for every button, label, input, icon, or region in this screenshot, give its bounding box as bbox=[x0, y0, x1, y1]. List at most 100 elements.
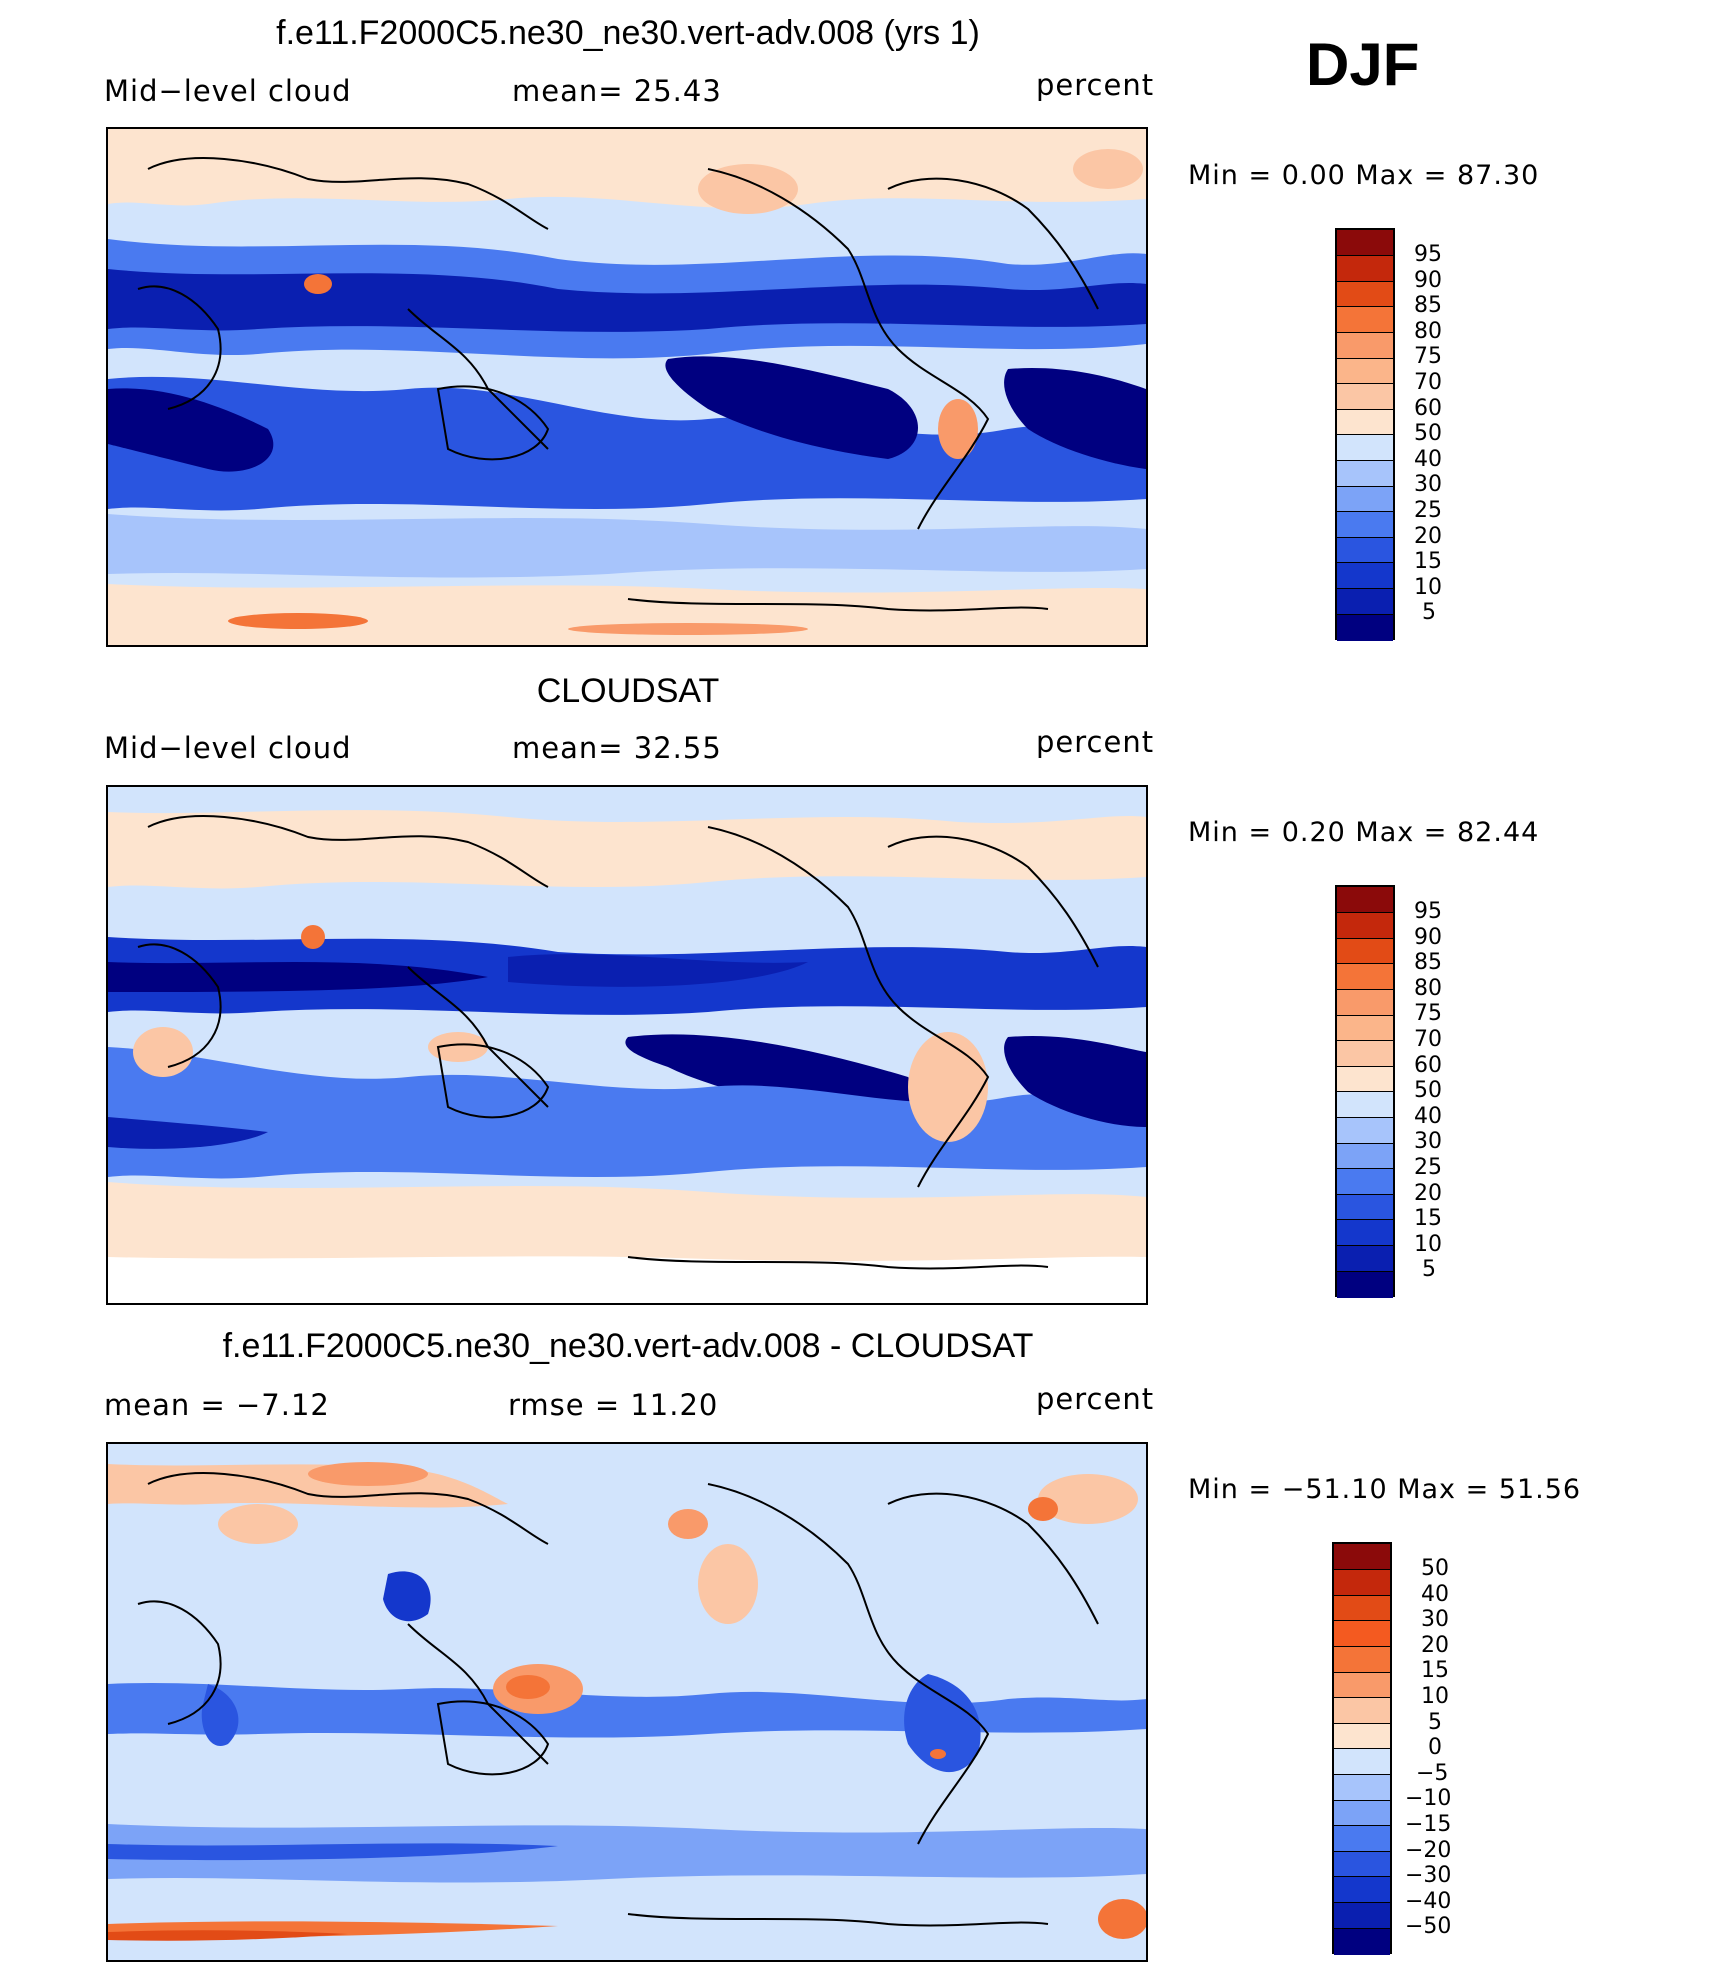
colorbar-1-swatch bbox=[1337, 358, 1393, 385]
colorbar-3-swatch bbox=[1334, 1595, 1390, 1622]
colorbar-1-tick: 25 bbox=[1414, 498, 1442, 523]
colorbar-1-tick: 10 bbox=[1414, 575, 1442, 600]
panel-2-colorbar bbox=[1335, 885, 1395, 1298]
colorbar-3-swatch bbox=[1334, 1826, 1390, 1852]
panel-3-right-label: percent bbox=[1036, 1382, 1155, 1416]
colorbar-2-tick: 95 bbox=[1414, 899, 1442, 924]
colorbar-1-swatch bbox=[1337, 281, 1393, 308]
colorbar-2-tick: 40 bbox=[1414, 1104, 1442, 1129]
colorbar-1-swatch bbox=[1337, 588, 1393, 615]
colorbar-1-swatch bbox=[1337, 537, 1393, 564]
panel-3-colorbar bbox=[1332, 1542, 1392, 1955]
colorbar-2-swatch bbox=[1337, 989, 1393, 1016]
panel-1-title: f.e11.F2000C5.ne30_ne30.vert-adv.008 (yr… bbox=[276, 14, 980, 52]
colorbar-2-tick: 15 bbox=[1414, 1206, 1442, 1231]
colorbar-3-swatch bbox=[1334, 1902, 1390, 1929]
panel-2-center-label: mean= 32.55 bbox=[512, 731, 722, 765]
colorbar-3-tick: −5 bbox=[1416, 1761, 1449, 1786]
colorbar-1-tick: 30 bbox=[1414, 472, 1442, 497]
colorbar-2-swatch bbox=[1337, 1041, 1393, 1067]
colorbar-2-swatch bbox=[1337, 1066, 1393, 1093]
colorbar-3-swatch bbox=[1334, 1749, 1390, 1775]
colorbar-2-swatch bbox=[1337, 1092, 1393, 1118]
colorbar-3-swatch bbox=[1334, 1928, 1390, 1955]
colorbar-2-swatch bbox=[1337, 887, 1393, 914]
colorbar-1-tick: 20 bbox=[1414, 524, 1442, 549]
colorbar-3-swatch bbox=[1334, 1570, 1390, 1596]
colorbar-2-tick: 50 bbox=[1414, 1078, 1442, 1103]
colorbar-3-swatch bbox=[1334, 1723, 1390, 1750]
colorbar-2-swatch bbox=[1337, 938, 1393, 965]
colorbar-1-tick: 75 bbox=[1414, 344, 1442, 369]
panel-3-center-label: rmse = 11.20 bbox=[508, 1388, 719, 1422]
panel-3-map bbox=[106, 1442, 1148, 1962]
panel-3-left-label: mean = −7.12 bbox=[104, 1388, 330, 1422]
colorbar-2-tick: 80 bbox=[1414, 976, 1442, 1001]
colorbar-1-swatch bbox=[1337, 460, 1393, 487]
colorbar-1-swatch bbox=[1337, 409, 1393, 436]
colorbar-1-tick: 60 bbox=[1414, 396, 1442, 421]
panel-1-left-label: Mid−level cloud bbox=[104, 74, 352, 108]
colorbar-2-swatch bbox=[1337, 1143, 1393, 1170]
colorbar-3-swatch bbox=[1334, 1800, 1390, 1827]
colorbar-3-swatch bbox=[1334, 1698, 1390, 1724]
colorbar-3-tick: −20 bbox=[1405, 1838, 1452, 1863]
colorbar-2-swatch bbox=[1337, 964, 1393, 990]
colorbar-3-tick: 0 bbox=[1428, 1735, 1442, 1760]
colorbar-3-tick: −50 bbox=[1405, 1914, 1452, 1939]
colorbar-1-tick: 90 bbox=[1414, 268, 1442, 293]
panel-2-map bbox=[106, 785, 1148, 1305]
colorbar-3-tick: 50 bbox=[1421, 1556, 1449, 1581]
colorbar-2-tick: 90 bbox=[1414, 925, 1442, 950]
panel-2-title: CLOUDSAT bbox=[536, 672, 720, 710]
panel-1-center-label: mean= 25.43 bbox=[512, 74, 722, 108]
colorbar-1-tick: 80 bbox=[1414, 319, 1442, 344]
colorbar-2-tick: 30 bbox=[1414, 1129, 1442, 1154]
colorbar-2-tick: 25 bbox=[1414, 1155, 1442, 1180]
colorbar-3-tick: 40 bbox=[1421, 1582, 1449, 1607]
colorbar-3-tick: 5 bbox=[1428, 1710, 1442, 1735]
colorbar-1-swatch bbox=[1337, 307, 1393, 333]
colorbar-3-tick: 30 bbox=[1421, 1607, 1449, 1632]
colorbar-2-tick: 60 bbox=[1414, 1053, 1442, 1078]
colorbar-2-tick: 75 bbox=[1414, 1001, 1442, 1026]
colorbar-1-swatch bbox=[1337, 614, 1393, 641]
colorbar-1-swatch bbox=[1337, 256, 1393, 282]
colorbar-1-tick: 95 bbox=[1414, 242, 1442, 267]
colorbar-3-tick: −40 bbox=[1405, 1889, 1452, 1914]
colorbar-2-swatch bbox=[1337, 1245, 1393, 1272]
panel-2-left-label: Mid−level cloud bbox=[104, 731, 352, 765]
panel-1-map-field bbox=[108, 129, 1146, 645]
colorbar-3-swatch bbox=[1334, 1646, 1390, 1673]
colorbar-3-swatch bbox=[1334, 1774, 1390, 1801]
colorbar-1-swatch bbox=[1337, 332, 1393, 359]
colorbar-3-tick: 20 bbox=[1421, 1633, 1449, 1658]
colorbar-2-tick: 70 bbox=[1414, 1027, 1442, 1052]
colorbar-1-tick: 5 bbox=[1422, 600, 1436, 625]
colorbar-3-tick: 10 bbox=[1421, 1684, 1449, 1709]
colorbar-2-swatch bbox=[1337, 913, 1393, 939]
colorbar-3-swatch bbox=[1334, 1877, 1390, 1903]
colorbar-2-tick: 20 bbox=[1414, 1181, 1442, 1206]
colorbar-1-swatch bbox=[1337, 512, 1393, 538]
colorbar-1-tick: 85 bbox=[1414, 293, 1442, 318]
colorbar-2-tick: 85 bbox=[1414, 950, 1442, 975]
colorbar-3-tick: −15 bbox=[1405, 1812, 1452, 1837]
colorbar-3-tick: 15 bbox=[1421, 1658, 1449, 1683]
panel-2-right-label: percent bbox=[1036, 725, 1155, 759]
colorbar-2-swatch bbox=[1337, 1117, 1393, 1144]
colorbar-1-swatch bbox=[1337, 563, 1393, 589]
panel-1-colorbar bbox=[1335, 228, 1395, 641]
season-label: DJF bbox=[1306, 31, 1420, 98]
panel-1-map bbox=[106, 127, 1148, 647]
colorbar-1-tick: 15 bbox=[1414, 549, 1442, 574]
panel-2-map-field bbox=[108, 787, 1146, 1303]
colorbar-1-swatch bbox=[1337, 384, 1393, 410]
panel-3-map-field bbox=[108, 1444, 1146, 1960]
panel-3-minmax: Min = −51.10 Max = 51.56 bbox=[1188, 1474, 1582, 1505]
colorbar-3-swatch bbox=[1334, 1544, 1390, 1571]
colorbar-2-swatch bbox=[1337, 1169, 1393, 1195]
colorbar-2-tick: 5 bbox=[1422, 1257, 1436, 1282]
colorbar-2-swatch bbox=[1337, 1194, 1393, 1221]
panel-2-minmax: Min = 0.20 Max = 82.44 bbox=[1188, 817, 1540, 848]
